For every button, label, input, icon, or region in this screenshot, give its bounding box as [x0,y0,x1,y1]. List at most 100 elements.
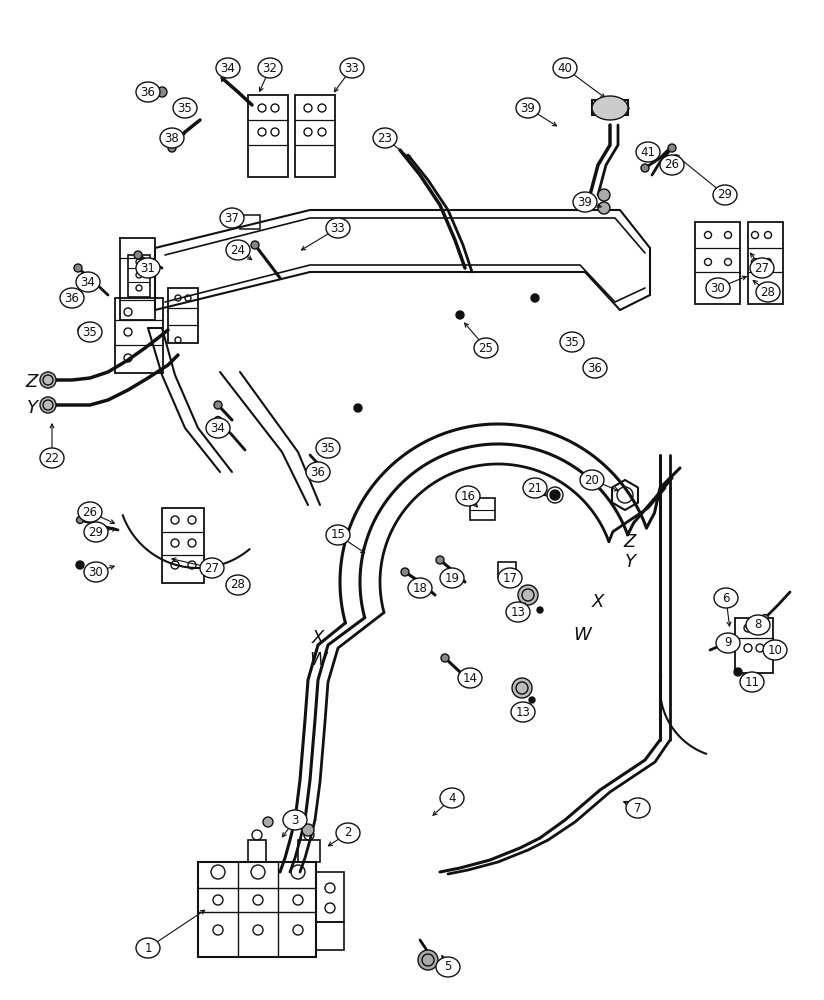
Circle shape [168,144,176,152]
Bar [695,222,740,304]
Circle shape [78,325,88,335]
Bar [248,95,288,177]
Ellipse shape [516,98,540,118]
Circle shape [302,824,314,836]
Circle shape [40,372,56,388]
Text: Y: Y [625,553,635,571]
Text: 9: 9 [724,637,732,650]
Circle shape [134,251,142,259]
Bar [248,840,266,862]
Ellipse shape [713,185,737,205]
Ellipse shape [160,128,184,148]
Text: 37: 37 [225,212,240,225]
Ellipse shape [206,418,230,438]
Text: 5: 5 [444,960,452,974]
Text: 13: 13 [511,605,526,618]
Ellipse shape [60,288,84,308]
Bar [298,840,320,862]
Text: 11: 11 [745,676,760,688]
Circle shape [441,654,449,662]
Text: 16: 16 [461,489,475,502]
Text: 39: 39 [578,196,592,209]
Ellipse shape [84,562,108,582]
Circle shape [668,144,676,152]
Text: 29: 29 [718,188,733,202]
Text: 28: 28 [231,578,246,591]
Circle shape [40,397,56,413]
Text: 26: 26 [664,158,680,172]
Text: 32: 32 [263,62,278,75]
Ellipse shape [226,575,250,595]
Circle shape [734,668,742,676]
Bar [498,562,516,578]
Ellipse shape [136,258,160,278]
Ellipse shape [511,702,535,722]
Text: 36: 36 [64,292,79,304]
Text: 6: 6 [723,591,730,604]
Circle shape [537,607,543,613]
Ellipse shape [506,602,530,622]
Text: 3: 3 [292,814,298,826]
Circle shape [567,335,577,345]
Text: 31: 31 [141,261,156,274]
Text: X: X [311,629,324,647]
Ellipse shape [340,58,364,78]
Circle shape [761,614,769,621]
Ellipse shape [573,192,597,212]
Text: 30: 30 [710,282,725,294]
Text: 21: 21 [527,482,542,494]
Bar [240,215,260,229]
Text: 41: 41 [640,145,656,158]
Ellipse shape [40,448,64,468]
Ellipse shape [258,58,282,78]
Ellipse shape [326,218,350,238]
Circle shape [591,360,601,370]
Ellipse shape [373,128,397,148]
Text: 36: 36 [588,361,602,374]
Ellipse shape [626,798,650,818]
Text: 34: 34 [221,62,236,75]
Ellipse shape [226,240,250,260]
Bar [735,618,773,673]
Circle shape [732,637,738,644]
Ellipse shape [440,568,464,588]
Circle shape [436,556,444,564]
Text: Y: Y [26,399,38,417]
Text: 36: 36 [311,466,325,479]
Text: 27: 27 [755,261,770,274]
Bar [198,862,316,957]
Text: 33: 33 [330,222,345,234]
Ellipse shape [660,155,684,175]
Text: 24: 24 [231,243,246,256]
Ellipse shape [136,938,160,958]
Bar [748,222,783,304]
Bar [115,298,163,373]
Bar [162,508,204,583]
Text: 4: 4 [448,792,456,804]
Circle shape [529,697,535,703]
Text: 30: 30 [89,566,103,578]
Text: 10: 10 [768,644,783,656]
Circle shape [418,950,438,970]
Ellipse shape [580,470,604,490]
Circle shape [214,401,222,409]
Ellipse shape [408,578,432,598]
Text: 26: 26 [82,506,97,518]
Text: 38: 38 [165,131,180,144]
Ellipse shape [583,358,607,378]
Text: 1: 1 [144,942,152,954]
Ellipse shape [440,788,464,808]
Ellipse shape [326,525,350,545]
Circle shape [354,404,362,412]
Circle shape [77,516,83,524]
Bar [316,872,344,922]
Circle shape [76,561,84,569]
Text: X: X [592,593,604,611]
Text: 14: 14 [462,672,477,684]
Text: 17: 17 [503,572,517,584]
Circle shape [641,164,649,172]
Text: W: W [309,651,327,669]
Ellipse shape [636,142,660,162]
Text: 18: 18 [413,582,428,594]
Ellipse shape [84,522,108,542]
